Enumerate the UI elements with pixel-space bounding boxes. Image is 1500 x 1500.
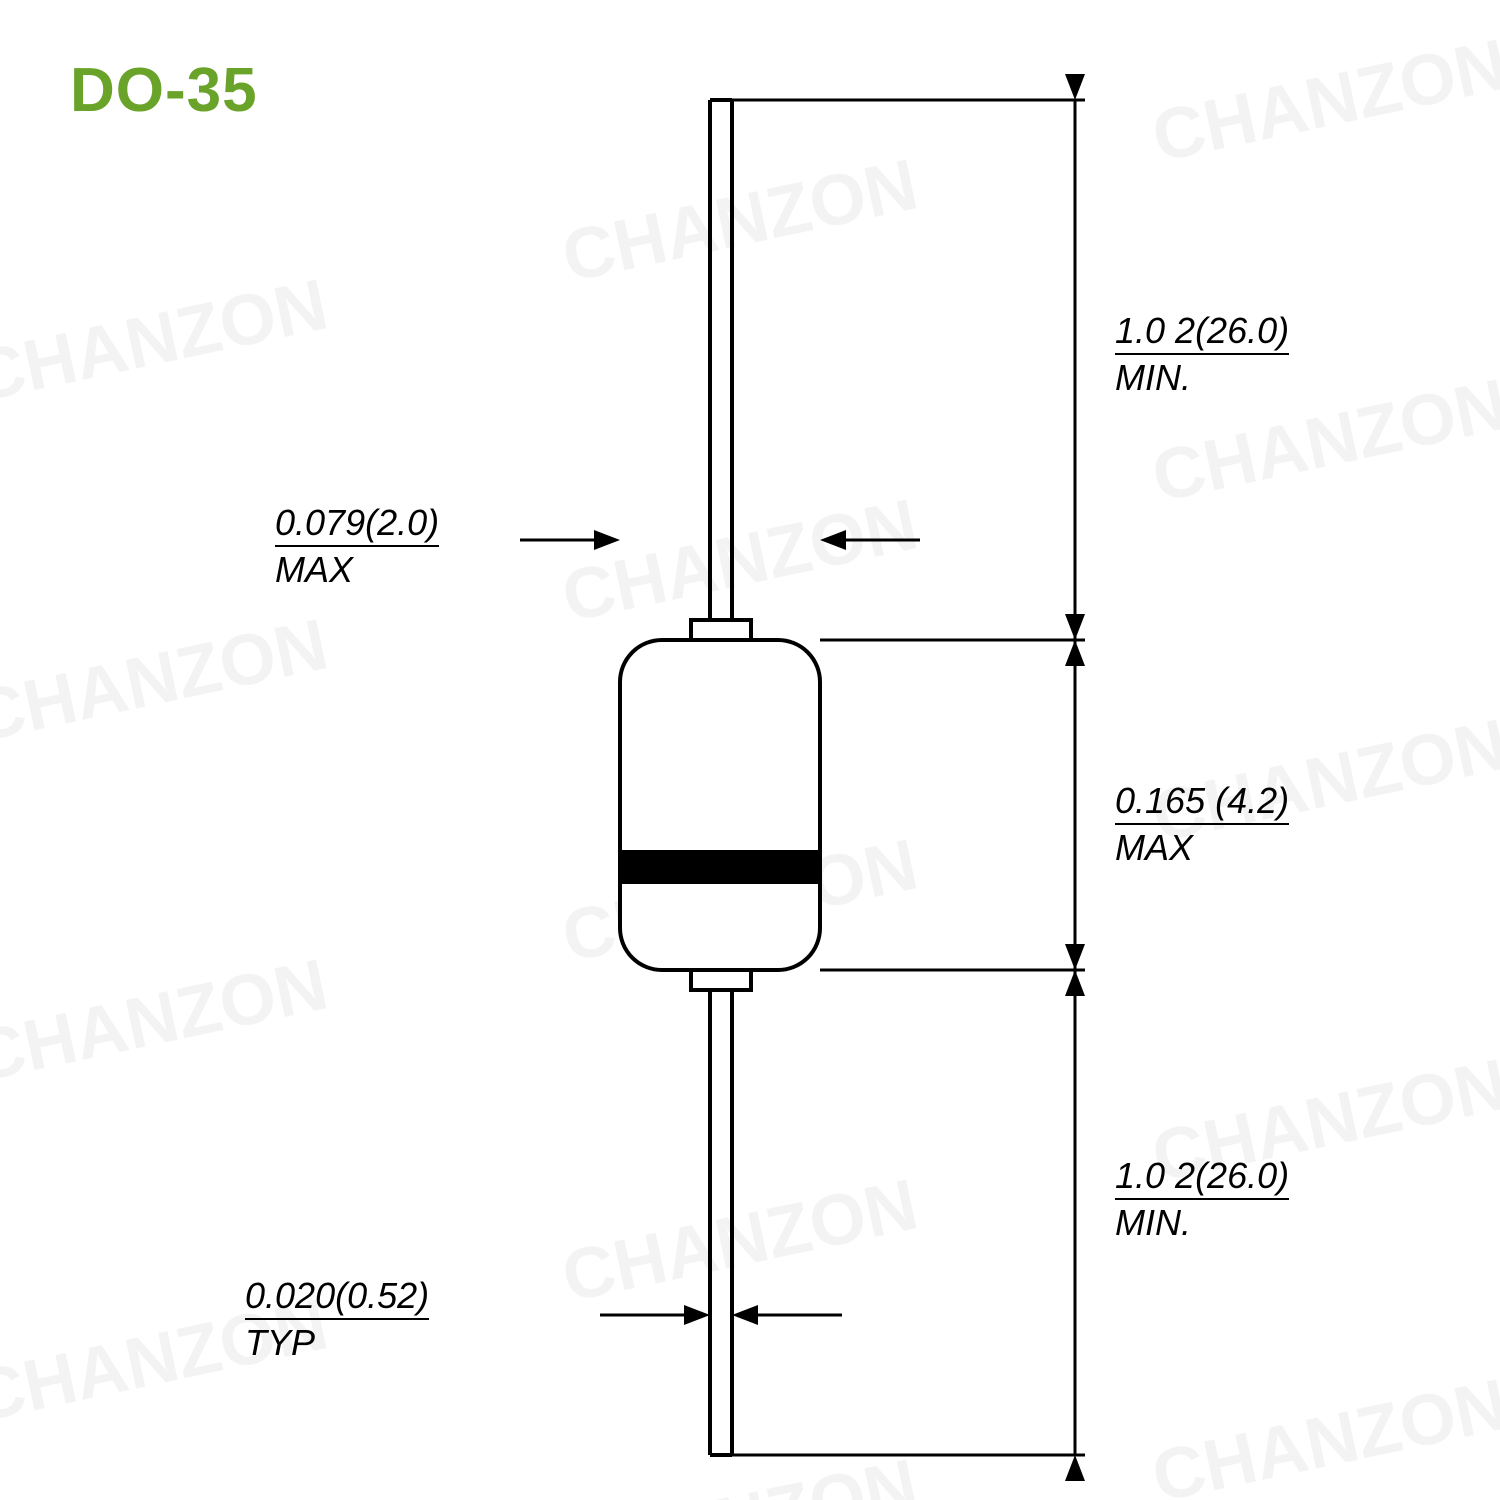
dim-value: 1.0 2(26.0) bbox=[1115, 310, 1289, 355]
dim-lead-diameter: 0.020(0.52) TYP bbox=[245, 1275, 429, 1364]
dim-qualifier: MAX bbox=[1115, 825, 1289, 868]
dim-top-lead-length: 1.0 2(26.0) MIN. bbox=[1115, 310, 1289, 399]
dim-qualifier: MAX bbox=[275, 547, 439, 590]
dim-qualifier: MIN. bbox=[1115, 1200, 1289, 1243]
dim-bottom-lead-length: 1.0 2(26.0) MIN. bbox=[1115, 1155, 1289, 1244]
dim-value: 0.020(0.52) bbox=[245, 1275, 429, 1320]
dim-value: 0.079(2.0) bbox=[275, 502, 439, 547]
dim-value: 1.0 2(26.0) bbox=[1115, 1155, 1289, 1200]
dim-qualifier: TYP bbox=[245, 1320, 429, 1363]
dim-value: 0.165 (4.2) bbox=[1115, 780, 1289, 825]
technical-drawing bbox=[0, 0, 1500, 1500]
dim-body-width: 0.079(2.0) MAX bbox=[275, 502, 439, 591]
dim-qualifier: MIN. bbox=[1115, 355, 1289, 398]
dim-body-height: 0.165 (4.2) MAX bbox=[1115, 780, 1289, 869]
